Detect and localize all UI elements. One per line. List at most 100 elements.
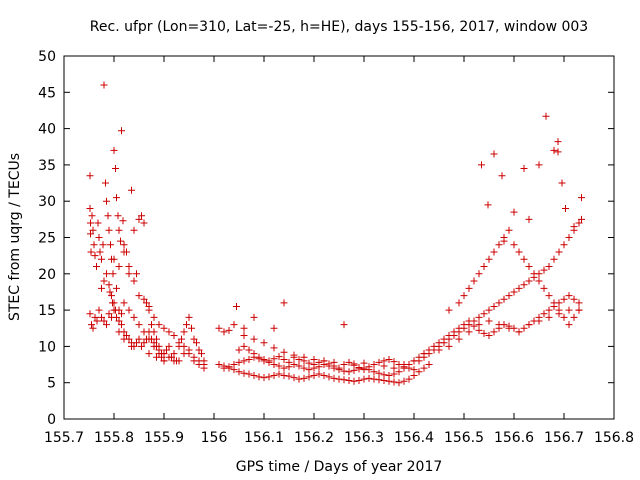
data-point [355,377,363,385]
data-point [110,146,118,154]
data-point [550,146,558,154]
data-point [119,217,127,225]
data-point [130,226,138,234]
data-point [510,288,518,296]
data-point [233,302,240,310]
data-point [315,358,323,366]
data-point [145,302,153,310]
y-axis-label: STEC from uqrg / TECUs [7,153,23,321]
data-point [335,364,343,372]
data-point [425,361,433,369]
data-point [220,364,228,372]
data-point [345,377,353,385]
data-point [90,241,98,249]
data-point [145,350,153,358]
data-point [280,364,288,372]
data-point [112,165,119,173]
data-point [165,353,173,361]
data-point [375,358,383,366]
data-point [545,306,553,314]
data-point [380,362,388,370]
data-point [490,328,498,336]
data-point [370,375,378,383]
data-point [290,351,298,359]
data-point [558,179,566,187]
data-point [240,332,248,340]
data-point [230,321,238,329]
data-point [133,339,140,347]
data-point [87,219,94,227]
x-tick-label: 156.6 [494,430,534,446]
data-point [155,321,163,329]
data-point [385,371,393,379]
data-point [88,321,95,329]
data-point [560,295,568,303]
data-point [260,339,268,347]
data-point [554,138,562,146]
data-point [215,324,223,332]
data-point [490,248,498,256]
data-point [565,321,573,329]
data-point [450,328,458,336]
data-point [130,277,138,285]
data-point [500,295,508,303]
plot-frame [63,55,615,420]
data-point [325,373,333,381]
data-point [575,306,583,314]
data-point [570,295,578,303]
data-point [250,371,258,379]
data-point [155,346,163,354]
data-point [340,376,348,384]
data-point [455,299,463,307]
data-point [485,306,493,314]
data-point [300,353,308,361]
x-tick-label: 156.3 [344,430,384,446]
data-point [215,361,223,369]
data-point [140,295,148,303]
data-point [235,358,243,366]
data-point [465,317,473,325]
data-point [260,374,268,382]
data-point [400,377,408,385]
y-tick-label: 5 [47,376,56,392]
data-point [495,321,503,329]
data-point [470,277,478,285]
data-point [525,215,533,223]
data-point [275,353,283,361]
data-point [91,313,99,321]
data-point [135,335,143,343]
data-point [535,317,543,325]
data-point [120,335,128,343]
data-point [515,328,523,336]
data-point [198,350,205,358]
data-point [540,310,548,318]
data-point [245,346,253,354]
data-point [89,324,97,332]
data-point [330,358,338,366]
data-point [480,329,488,337]
data-point [400,361,408,369]
data-point [115,226,123,234]
data-point [295,355,303,363]
data-point [315,370,323,378]
data-point [385,355,393,363]
x-tick-label: 156 [201,430,228,446]
data-point [545,313,553,321]
data-point [285,372,293,380]
data-point [350,360,358,368]
data-point [270,324,278,332]
data-point [118,321,125,329]
chart-title: Rec. ufpr (Lon=310, Lat=-25, h=HE), days… [90,19,588,35]
data-point [350,377,358,385]
data-point [375,376,383,384]
data-point [320,357,328,365]
data-point [120,299,128,307]
data-point [560,241,568,249]
data-point [500,237,508,245]
y-tick-label: 10 [38,339,56,355]
data-point [98,255,105,263]
data-point [478,161,485,169]
data-point [390,378,398,386]
data-point [330,374,338,382]
data-point [470,322,478,330]
